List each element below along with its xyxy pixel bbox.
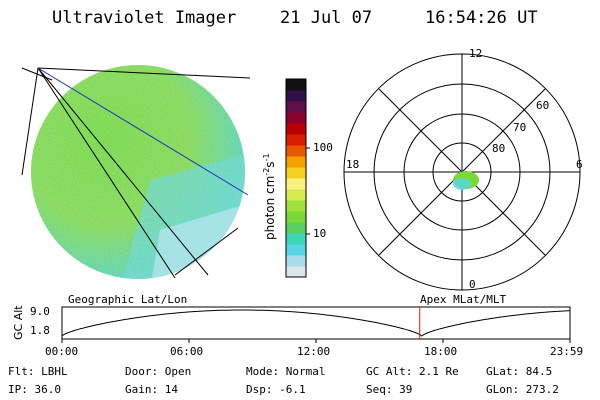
timeline-tick-1: 06:00 (170, 345, 204, 358)
mlt-label-0: 0 (469, 278, 476, 291)
colorbar-segment (286, 222, 306, 234)
info-seq: Seq: 39 (366, 383, 413, 396)
colorbar-segment (286, 90, 306, 102)
mlt-label-12: 12 (469, 47, 483, 60)
colorbar-segment (286, 189, 306, 201)
info-dsp: Dsp: -6.1 (246, 383, 306, 396)
info-mode: Mode: Normal (246, 365, 326, 378)
colorbar-segment (286, 112, 306, 124)
colorbar-segment (286, 79, 306, 91)
timeline-right-title: Apex MLat/MLT (420, 293, 507, 306)
instrument-title: Ultraviolet Imager (52, 8, 237, 28)
colorbar-segment (286, 266, 306, 278)
lat-label-80: 80 (492, 142, 506, 155)
timeline-tick-2: 12:00 (297, 345, 331, 358)
colorbar-segment (286, 123, 306, 135)
info-gain: Gain: 14 (125, 383, 178, 396)
timeline-tick-4: 23:59 (550, 345, 584, 358)
mlt-label-18: 18 (346, 158, 360, 171)
date-label: 21 Jul 07 (280, 8, 373, 28)
geographic-grid-lines (21, 67, 251, 279)
colorbar-segment (286, 200, 306, 212)
timeline-tick-3: 18:00 (424, 345, 458, 358)
colorbar-segment (286, 101, 306, 113)
info-glon: GLon: 273.2 (486, 383, 559, 396)
colorbar-segment (286, 167, 306, 179)
blue-track-line (37, 67, 249, 196)
timeline-ylabel: GC Alt (12, 305, 25, 340)
info-flt: Flt: LBHL (8, 365, 68, 378)
lat-label-60: 60 (536, 99, 550, 112)
colorbar-segment (286, 255, 306, 267)
timeline-ytick-bottom: 1.8 (30, 324, 50, 337)
colorbar-segment (286, 178, 306, 190)
timeline-ytick-top: 9.0 (30, 305, 50, 318)
info-glat: GLat: 84.5 (486, 365, 553, 378)
colorbar-segment (286, 244, 306, 256)
colorbar-segment (286, 211, 306, 223)
timeline-tick-0: 00:00 (45, 345, 79, 358)
colorbar-segment (286, 145, 306, 157)
colorbar-tick-10: 10 (313, 227, 327, 240)
timeline-left-title: Geographic Lat/Lon (68, 293, 188, 306)
colorbar-segment (286, 156, 306, 168)
colorbar-tick-100: 100 (313, 141, 333, 154)
lat-label-70: 70 (513, 121, 527, 134)
time-label: 16:54:26 UT (425, 8, 538, 28)
info-ip: IP: 36.0 (8, 383, 61, 396)
colorbar-segment (286, 233, 306, 245)
colorbar-segment (286, 134, 306, 146)
info-gcalt: GC Alt: 2.1 Re (366, 365, 459, 378)
info-door: Door: Open (125, 365, 192, 378)
mlt-label-6: 6 (576, 158, 583, 171)
